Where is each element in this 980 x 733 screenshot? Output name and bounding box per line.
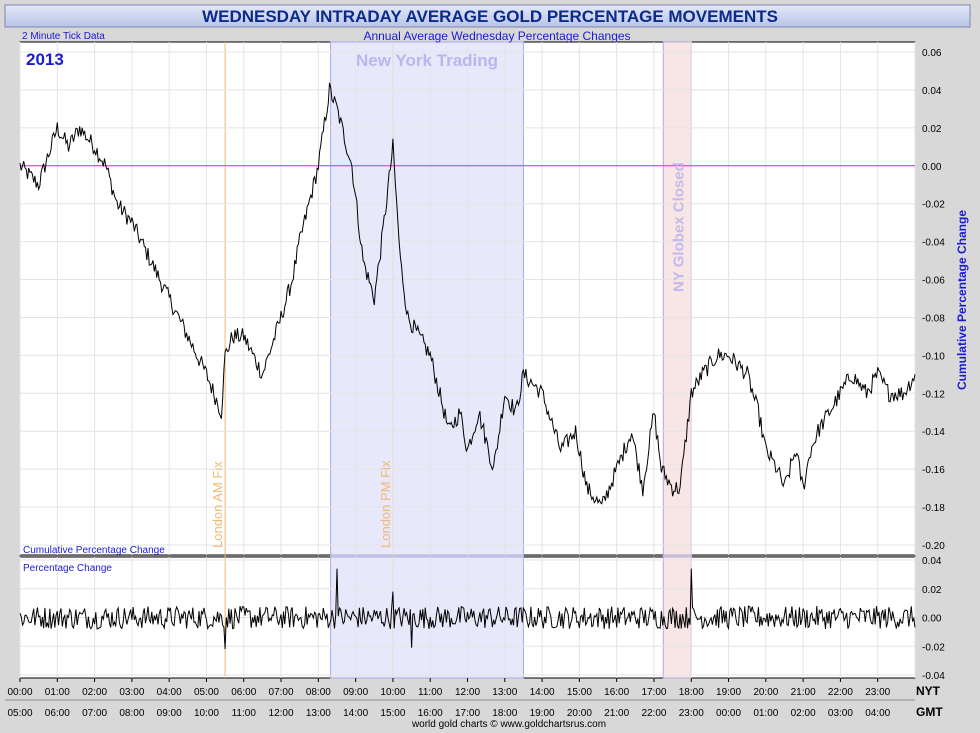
y-tick-label: 0.00 [922,614,942,625]
y-tick-label: 0.02 [922,124,942,135]
y-tick-label: -0.14 [922,427,945,438]
nyt-tick-label: 11:00 [418,687,443,698]
ny-trading-label: New York Trading [356,51,498,70]
title-bar [4,4,971,28]
nyt-tick-label: 06:00 [231,687,256,698]
nyt-tick-label: 10:00 [380,687,405,698]
y-tick-label: 0.06 [922,48,942,59]
globex-closed-band [662,41,692,556]
y-axis-label: Cumulative Percentage Change [955,210,969,390]
gmt-tick-label: 07:00 [82,708,107,719]
gmt-tick-label: 08:00 [119,708,144,719]
percentage-change-line [19,568,916,650]
gmt-tick-label: 00:00 [716,708,741,719]
gmt-tick-label: 11:00 [232,708,257,719]
gmt-tick-label: 06:00 [45,708,70,719]
nyt-tick-label: 09:00 [343,687,368,698]
gmt-tick-label: 19:00 [530,708,555,719]
nyt-tick-label: 13:00 [492,687,517,698]
gmt-tick-label: 17:00 [455,708,480,719]
london-pm-fix-label: London PM Fix [378,460,393,548]
ny-trading-band [330,41,524,556]
nyt-tick-label: 22:00 [828,687,853,698]
chart-title: WEDNESDAY INTRADAY AVERAGE GOLD PERCENTA… [202,7,778,26]
y-tick-label: 0.02 [922,585,942,596]
footer-credit: world gold charts © www.goldchartsrus.co… [411,719,606,730]
nyt-tick-label: 12:00 [455,687,480,698]
y-tick-label: 0.04 [922,556,942,567]
london-am-fix-label: London AM Fix [210,461,225,548]
nyt-tick-label: 01:00 [45,687,70,698]
tick-note: 2 Minute Tick Data [22,31,105,42]
gmt-tick-label: 15:00 [380,708,405,719]
y-tick-label: -0.18 [922,503,945,514]
nyt-tick-label: 14:00 [530,687,555,698]
gmt-tick-label: 01:00 [753,708,778,719]
gmt-tick-label: 04:00 [865,708,890,719]
nyt-tick-label: 20:00 [753,687,778,698]
gmt-tick-label: 05:00 [7,708,32,719]
nyt-tick-label: 00:00 [7,687,32,698]
y-tick-label: 0.00 [922,162,942,173]
gmt-tick-label: 20:00 [567,708,592,719]
y-tick-label: -0.04 [922,671,945,682]
y-tick-label: 0.04 [922,86,942,97]
cumulative-change-line [19,82,916,505]
gmt-tick-label: 12:00 [269,708,294,719]
y-tick-label: -0.08 [922,313,945,324]
gmt-tick-label: 02:00 [791,708,816,719]
nyt-tick-label: 18:00 [679,687,704,698]
y-tick-label: -0.16 [922,465,945,476]
gmt-tick-label: 21:00 [604,708,629,719]
globex-closed-label: NY Globex Closed [670,162,687,292]
gmt-tick-label: 22:00 [641,708,666,719]
y-tick-label: -0.12 [922,389,945,400]
nyt-tick-label: 17:00 [641,687,666,698]
gmt-tick-label: 13:00 [306,708,331,719]
year-label: 2013 [26,50,64,69]
chart-subtitle: Annual Average Wednesday Percentage Chan… [363,29,630,43]
nyt-tick-label: 07:00 [269,687,294,698]
gmt-tick-label: 23:00 [679,708,704,719]
nyt-tick-label: 02:00 [82,687,107,698]
nyt-tick-label: 04:00 [157,687,182,698]
gmt-tick-label: 09:00 [157,708,182,719]
y-tick-label: -0.20 [922,541,945,552]
nyt-tick-label: 15:00 [567,687,592,698]
lower-panel-title: Percentage Change [23,563,112,574]
gmt-tick-label: 14:00 [343,708,368,719]
nyt-tick-label: 21:00 [791,687,816,698]
nyt-tick-label: 08:00 [306,687,331,698]
nyt-tick-label: 05:00 [194,687,219,698]
y-tick-label: -0.02 [922,642,945,653]
upper-panel-title: Cumulative Percentage Change [23,545,165,556]
gmt-axis-label: GMT [916,705,943,719]
y-tick-label: -0.04 [922,238,945,249]
gmt-tick-label: 03:00 [828,708,853,719]
nyt-tick-label: 19:00 [716,687,741,698]
y-tick-label: -0.06 [922,276,945,287]
gmt-tick-label: 18:00 [492,708,517,719]
nyt-tick-label: 23:00 [865,687,890,698]
gmt-tick-label: 16:00 [418,708,443,719]
nyt-tick-label: 03:00 [119,687,144,698]
y-tick-label: -0.02 [922,200,945,211]
nyt-axis-label: NYT [916,684,941,698]
y-tick-label: -0.10 [922,351,945,362]
gmt-tick-label: 10:00 [194,708,219,719]
nyt-tick-label: 16:00 [604,687,629,698]
